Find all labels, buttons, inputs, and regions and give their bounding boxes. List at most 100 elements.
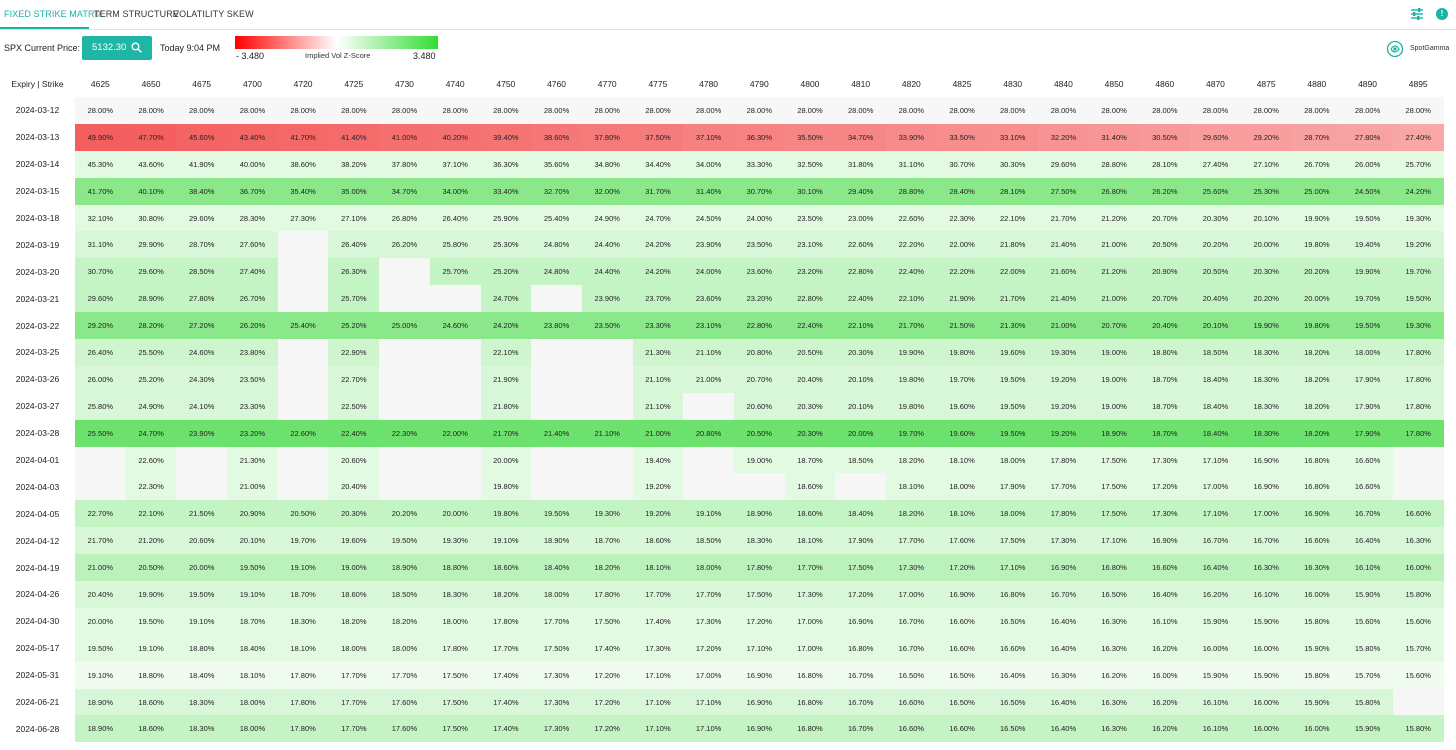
iv-cell[interactable]: 18.50% xyxy=(379,581,430,608)
iv-cell[interactable]: 17.50% xyxy=(835,554,886,582)
iv-cell[interactable]: 15.80% xyxy=(1342,634,1393,662)
iv-cell[interactable]: 24.20% xyxy=(1392,177,1444,205)
iv-cell[interactable]: 18.40% xyxy=(531,554,582,582)
iv-cell[interactable]: 24.20% xyxy=(632,258,684,286)
iv-cell[interactable]: 20.20% xyxy=(379,500,430,528)
iv-cell[interactable]: 17.20% xyxy=(581,661,633,689)
iv-cell[interactable]: 16.40% xyxy=(987,661,1039,689)
iv-cell[interactable]: 26.40% xyxy=(328,231,380,259)
iv-cell[interactable]: 20.00% xyxy=(429,500,481,528)
iv-cell[interactable]: 17.80% xyxy=(1392,339,1444,366)
iv-cell[interactable]: 17.30% xyxy=(531,661,582,689)
iv-cell[interactable]: 19.60% xyxy=(328,527,380,555)
iv-cell[interactable]: 17.30% xyxy=(531,715,582,743)
iv-cell[interactable]: 20.10% xyxy=(1240,204,1292,232)
iv-cell[interactable]: 28.00% xyxy=(1342,97,1393,124)
iv-cell[interactable]: 21.50% xyxy=(936,312,988,340)
iv-cell[interactable] xyxy=(581,473,633,501)
iv-cell[interactable]: 18.00% xyxy=(227,688,278,716)
iv-cell[interactable]: 28.40% xyxy=(936,177,988,205)
iv-cell[interactable] xyxy=(379,446,430,474)
iv-cell[interactable]: 17.30% xyxy=(886,554,937,582)
iv-cell[interactable]: 16.20% xyxy=(1088,661,1140,689)
iv-cell[interactable]: 26.70% xyxy=(1291,150,1343,178)
iv-cell[interactable]: 20.50% xyxy=(1190,258,1241,286)
iv-cell[interactable]: 16.80% xyxy=(784,688,836,716)
iv-cell[interactable]: 15.80% xyxy=(1291,661,1343,689)
iv-cell[interactable] xyxy=(531,446,582,474)
iv-cell[interactable]: 17.90% xyxy=(835,527,886,555)
iv-cell[interactable]: 20.80% xyxy=(733,339,785,366)
iv-cell[interactable]: 32.00% xyxy=(581,177,633,205)
iv-cell[interactable]: 16.60% xyxy=(936,607,988,635)
iv-cell[interactable]: 28.00% xyxy=(683,97,734,124)
iv-cell[interactable]: 18.60% xyxy=(632,527,684,555)
iv-cell[interactable]: 18.20% xyxy=(581,554,633,582)
iv-cell[interactable]: 18.70% xyxy=(1139,365,1191,393)
iv-cell[interactable]: 24.40% xyxy=(581,231,633,259)
iv-cell[interactable]: 27.60% xyxy=(227,231,278,259)
iv-cell[interactable]: 23.50% xyxy=(733,231,785,259)
iv-cell[interactable]: 17.70% xyxy=(328,661,380,689)
iv-cell[interactable] xyxy=(733,473,785,501)
iv-cell[interactable] xyxy=(379,392,430,420)
iv-cell[interactable]: 21.20% xyxy=(125,527,177,555)
iv-cell[interactable]: 25.80% xyxy=(429,231,481,259)
iv-cell[interactable]: 25.00% xyxy=(1291,177,1343,205)
iv-cell[interactable]: 17.10% xyxy=(1190,446,1241,474)
iv-cell[interactable]: 19.00% xyxy=(1088,339,1140,366)
iv-cell[interactable]: 16.60% xyxy=(1342,473,1393,501)
iv-cell[interactable]: 18.20% xyxy=(1291,365,1343,393)
iv-cell[interactable]: 16.60% xyxy=(1342,446,1393,474)
iv-cell[interactable]: 29.40% xyxy=(835,177,886,205)
iv-cell[interactable] xyxy=(429,365,481,393)
iv-cell[interactable] xyxy=(429,473,481,501)
iv-cell[interactable]: 33.90% xyxy=(886,123,937,151)
iv-cell[interactable]: 28.00% xyxy=(75,97,126,124)
iv-cell[interactable]: 28.50% xyxy=(176,258,228,286)
iv-cell[interactable]: 24.70% xyxy=(480,285,532,313)
price-search-button[interactable]: 5132.30 xyxy=(82,36,152,60)
iv-cell[interactable]: 17.80% xyxy=(277,688,329,716)
iv-cell[interactable]: 16.90% xyxy=(1240,446,1292,474)
iv-cell[interactable]: 22.10% xyxy=(886,285,937,313)
iv-cell[interactable] xyxy=(835,473,886,501)
iv-cell[interactable]: 27.40% xyxy=(1392,123,1444,151)
iv-cell[interactable]: 22.10% xyxy=(987,204,1039,232)
iv-cell[interactable]: 18.10% xyxy=(936,446,988,474)
iv-cell[interactable]: 22.00% xyxy=(429,419,481,447)
iv-cell[interactable] xyxy=(1392,446,1444,474)
iv-cell[interactable]: 20.40% xyxy=(784,365,836,393)
iv-cell[interactable]: 16.80% xyxy=(987,581,1039,608)
iv-cell[interactable]: 17.20% xyxy=(581,688,633,716)
iv-cell[interactable]: 16.80% xyxy=(835,634,886,662)
iv-cell[interactable]: 25.30% xyxy=(1240,177,1292,205)
iv-cell[interactable]: 17.20% xyxy=(733,607,785,635)
iv-cell[interactable]: 18.50% xyxy=(683,527,734,555)
iv-cell[interactable]: 28.00% xyxy=(632,97,684,124)
iv-cell[interactable]: 26.30% xyxy=(328,258,380,286)
iv-cell[interactable]: 29.60% xyxy=(125,258,177,286)
iv-cell[interactable]: 22.60% xyxy=(886,204,937,232)
iv-cell[interactable]: 18.90% xyxy=(75,688,126,716)
iv-cell[interactable]: 20.60% xyxy=(733,392,785,420)
iv-cell[interactable]: 17.80% xyxy=(277,661,329,689)
iv-cell[interactable]: 41.70% xyxy=(277,123,329,151)
iv-cell[interactable]: 16.90% xyxy=(936,581,988,608)
iv-cell[interactable]: 15.90% xyxy=(1342,581,1393,608)
iv-cell[interactable]: 18.80% xyxy=(125,661,177,689)
iv-cell[interactable]: 18.50% xyxy=(1190,339,1241,366)
iv-cell[interactable]: 22.70% xyxy=(328,365,380,393)
iv-cell[interactable]: 16.70% xyxy=(1240,527,1292,555)
iv-cell[interactable] xyxy=(277,231,329,259)
iv-cell[interactable]: 19.00% xyxy=(1088,392,1140,420)
iv-cell[interactable]: 17.10% xyxy=(683,715,734,743)
iv-cell[interactable]: 28.00% xyxy=(936,97,988,124)
iv-cell[interactable]: 21.50% xyxy=(176,500,228,528)
iv-cell[interactable]: 17.70% xyxy=(683,581,734,608)
iv-cell[interactable]: 17.00% xyxy=(784,634,836,662)
iv-cell[interactable]: 16.20% xyxy=(1190,581,1241,608)
iv-cell[interactable]: 18.20% xyxy=(379,607,430,635)
iv-cell[interactable]: 16.50% xyxy=(886,661,937,689)
iv-cell[interactable]: 20.90% xyxy=(1139,258,1191,286)
